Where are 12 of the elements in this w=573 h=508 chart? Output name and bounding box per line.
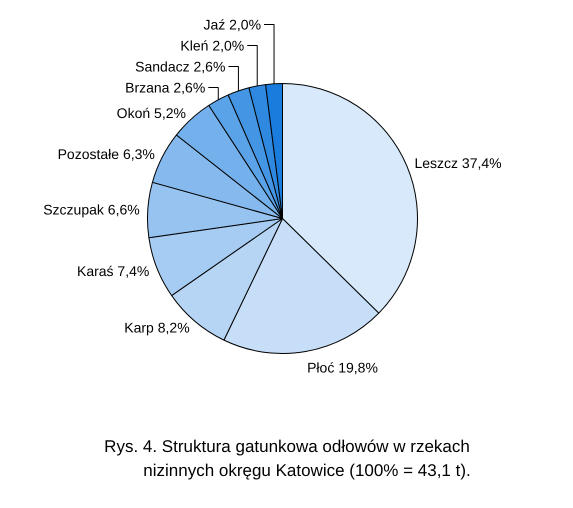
slice-label: Brzana 2,6% (125, 80, 206, 96)
slice-label: Szczupak 6,6% (43, 201, 140, 218)
slice-label: Karaś 7,4% (76, 262, 150, 279)
slice-label: Kleń 2,0% (180, 38, 244, 54)
slice-label: Sandacz 2,6% (135, 58, 226, 75)
slice-label: Pozostałe 6,3% (58, 146, 155, 162)
slice-label: Karp 8,2% (124, 319, 190, 336)
slice-label: Okoń 5,2% (116, 104, 186, 121)
slice-label: Leszcz 37,4% (414, 155, 502, 172)
slice-label: Jaź 2,0% (203, 16, 262, 33)
slice-label: Płoć 19,8% (307, 359, 378, 376)
text: Rys. 4. Struktura gatunkowa odłowów w rzekach nizinnych okręgu Katowice (100% = 43,1 t). (104, 437, 471, 480)
